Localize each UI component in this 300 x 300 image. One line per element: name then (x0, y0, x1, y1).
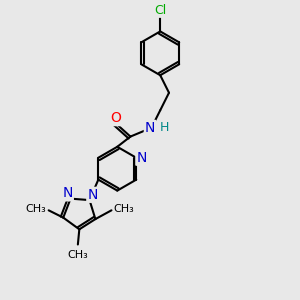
Text: CH₃: CH₃ (68, 250, 88, 260)
Text: N: N (136, 151, 147, 165)
Text: H: H (160, 121, 169, 134)
Text: Cl: Cl (154, 4, 166, 17)
Text: N: N (62, 186, 73, 200)
Text: O: O (110, 111, 121, 125)
Text: N: N (87, 188, 98, 202)
Text: N: N (145, 121, 155, 135)
Text: CH₃: CH₃ (114, 204, 134, 214)
Text: CH₃: CH₃ (26, 204, 46, 214)
